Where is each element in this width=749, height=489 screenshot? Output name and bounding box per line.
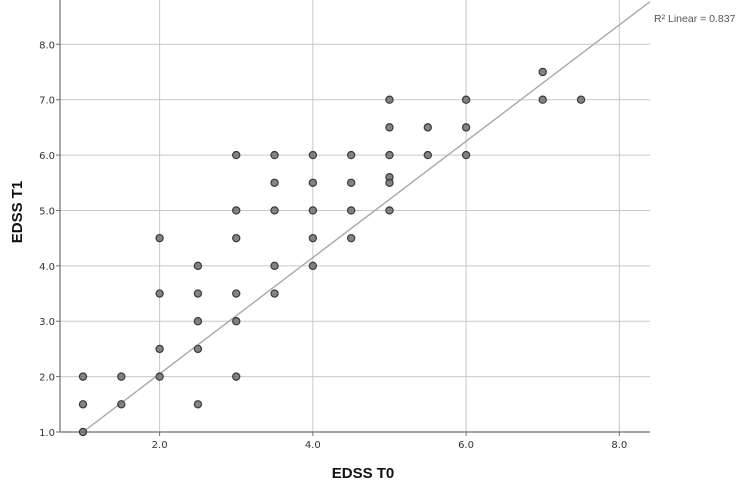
x-tick-label: 4.0 (305, 440, 321, 451)
data-points (78, 67, 586, 437)
data-point (308, 206, 318, 215)
x-axis-title: EDSS T0 (332, 465, 395, 482)
data-point (346, 206, 356, 215)
tick-labels: 1.0 2.0 3.0 4.0 5.0 6.0 7.0 8.0 2.0 4.0 6.0 8.0 (39, 40, 627, 451)
data-point (385, 123, 394, 132)
data-point (538, 95, 547, 104)
data-point (232, 317, 241, 326)
data-point (193, 344, 203, 354)
x-tick-label: 2.0 (152, 440, 168, 451)
x-tick-label: 6.0 (458, 440, 474, 451)
y-tick-label: 7.0 (39, 96, 55, 107)
data-point (193, 400, 203, 409)
data-point (270, 206, 279, 215)
data-point (385, 206, 394, 215)
data-point (461, 150, 471, 160)
grid (60, 0, 650, 433)
data-point (232, 233, 241, 243)
data-point (193, 317, 203, 326)
data-point (155, 344, 164, 354)
data-point (385, 150, 394, 160)
y-axis-title: EDSS T1 (9, 181, 26, 244)
axes (56, 0, 650, 436)
y-tick-label: 1.0 (39, 428, 55, 439)
data-point (117, 400, 126, 409)
data-point (538, 67, 547, 77)
fit-line-group (82, 1, 651, 433)
data-point (576, 95, 586, 104)
y-tick-label: 4.0 (39, 262, 55, 273)
data-point (270, 178, 279, 187)
data-point (346, 150, 356, 160)
y-tick-label: 6.0 (39, 151, 55, 162)
data-point (232, 372, 241, 381)
data-point (232, 206, 241, 215)
r-squared-annotation: R² Linear = 0.837 (654, 13, 736, 25)
y-tick-label: 8.0 (39, 40, 55, 51)
data-point (346, 178, 356, 187)
data-point (308, 150, 318, 160)
data-point (385, 178, 394, 187)
data-point (193, 261, 203, 271)
data-point (232, 150, 241, 160)
data-point (461, 123, 471, 132)
data-point (423, 123, 432, 132)
data-point (155, 372, 164, 381)
fit-line (82, 1, 651, 433)
data-point (78, 400, 88, 409)
data-point (270, 289, 279, 298)
data-point (270, 150, 279, 160)
y-tick-label: 5.0 (39, 206, 55, 217)
data-point (117, 372, 126, 381)
data-point (308, 261, 318, 271)
x-tick-label: 8.0 (611, 440, 627, 451)
data-point (308, 178, 318, 187)
data-point (423, 150, 432, 160)
data-point (232, 289, 241, 298)
data-point (461, 95, 471, 104)
data-point (193, 289, 203, 298)
data-point (155, 233, 164, 243)
data-point (270, 261, 279, 271)
data-point (155, 289, 164, 298)
data-point (346, 233, 356, 243)
y-tick-label: 2.0 (39, 373, 55, 384)
y-tick-label: 3.0 (39, 317, 55, 328)
data-point (78, 372, 88, 381)
data-point (308, 233, 318, 243)
data-point (78, 427, 88, 437)
data-point (385, 95, 394, 104)
